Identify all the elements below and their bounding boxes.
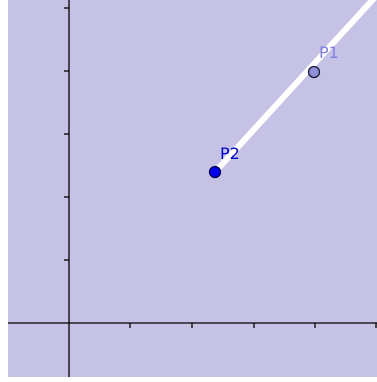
geometry-canvas[interactable]: P1 P2: [8, 0, 377, 377]
point-p1-label: P1: [319, 43, 339, 62]
y-axis-ticks: [64, 7, 69, 261]
ray-p2-p1[interactable]: [212, 0, 377, 175]
graphics-view[interactable]: P1 P2: [8, 0, 377, 377]
point-p1[interactable]: [307, 65, 321, 79]
point-p2[interactable]: [208, 165, 222, 179]
x-axis-ticks: [129, 323, 377, 328]
point-p2-label: P2: [220, 144, 240, 163]
